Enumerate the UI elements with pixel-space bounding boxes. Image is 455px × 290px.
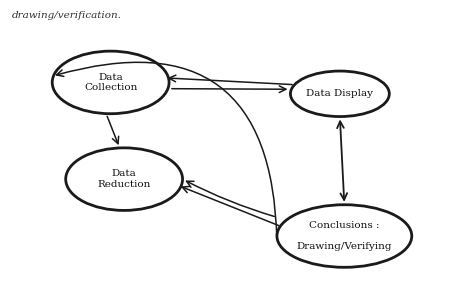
Text: Conclusions :

Drawing/Verifying: Conclusions : Drawing/Verifying xyxy=(297,221,392,251)
Text: drawing/verification.: drawing/verification. xyxy=(12,11,121,20)
Text: Data
Reduction: Data Reduction xyxy=(97,169,151,189)
Text: Data Display: Data Display xyxy=(306,89,374,98)
Text: Data
Collection: Data Collection xyxy=(84,73,137,92)
